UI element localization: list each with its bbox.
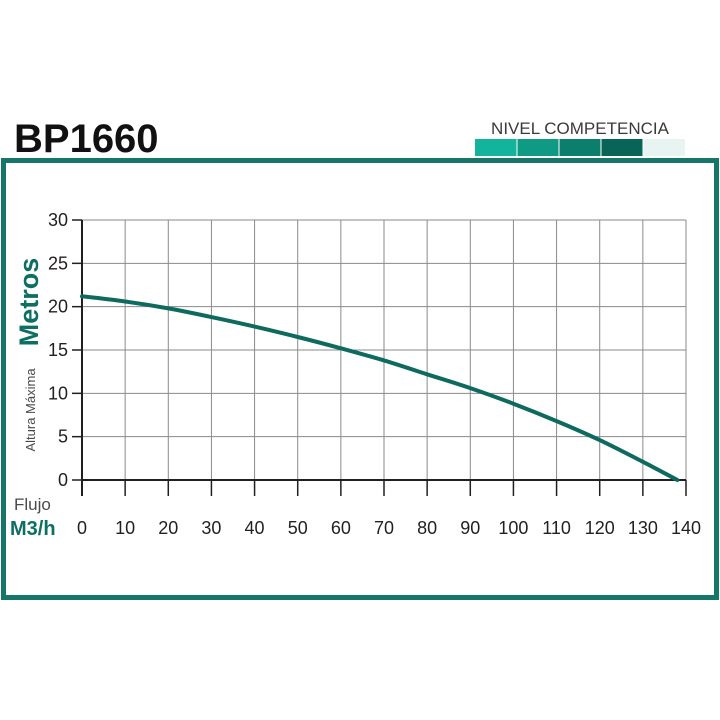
x-axis-label-small: Flujo (14, 495, 51, 514)
x-tick-label: 30 (201, 518, 221, 538)
y-tick-label: 0 (58, 470, 68, 490)
x-tick-label: 0 (77, 518, 87, 538)
model-title: BP1660 (14, 117, 159, 161)
y-tick-label: 30 (48, 210, 68, 230)
x-tick-label: 140 (671, 518, 701, 538)
y-tick-label: 20 (48, 297, 68, 317)
level-segment (475, 139, 517, 156)
y-axis-label-big: Metros (14, 258, 44, 347)
y-tick-labels: 0 5 10 15 20 25 30 (48, 210, 68, 490)
competence-level-label: NIVEL COMPETENCIA (491, 119, 670, 138)
pump-curve-line (80, 294, 680, 482)
x-tick-label: 80 (417, 518, 437, 538)
x-tick-label: 20 (158, 518, 178, 538)
x-tick-label: 100 (498, 518, 528, 538)
level-segment (517, 139, 559, 156)
x-tick-label: 60 (331, 518, 351, 538)
x-tick-label: 50 (288, 518, 308, 538)
grid-layer (82, 219, 687, 480)
y-tick-label: 15 (48, 340, 68, 360)
level-segment (643, 139, 685, 156)
y-axis-label-small: Altura Máxima (23, 368, 38, 452)
y-tick-label: 25 (48, 253, 68, 273)
x-tick-label: 110 (542, 518, 571, 538)
x-tick-label: 130 (628, 518, 658, 538)
y-tick-label: 10 (48, 383, 68, 403)
competence-level-indicator: NIVEL COMPETENCIA (475, 119, 685, 156)
x-tick-label: 10 (115, 518, 135, 538)
level-segment (601, 139, 643, 156)
x-tick-label: 40 (245, 518, 265, 538)
x-tick-labels: 0 10 20 30 40 50 60 70 80 90 100 110 120 130 140 (77, 518, 701, 538)
x-tick-label: 70 (374, 518, 394, 538)
x-tick-label: 90 (460, 518, 480, 538)
x-axis-label-big: M3/h (10, 518, 56, 540)
y-tick-label: 5 (58, 427, 68, 447)
chart-frame (1, 158, 719, 600)
axis-layer (72, 219, 687, 496)
curve-layer (80, 294, 680, 482)
x-tick-label: 120 (585, 518, 615, 538)
level-segment (559, 139, 601, 156)
